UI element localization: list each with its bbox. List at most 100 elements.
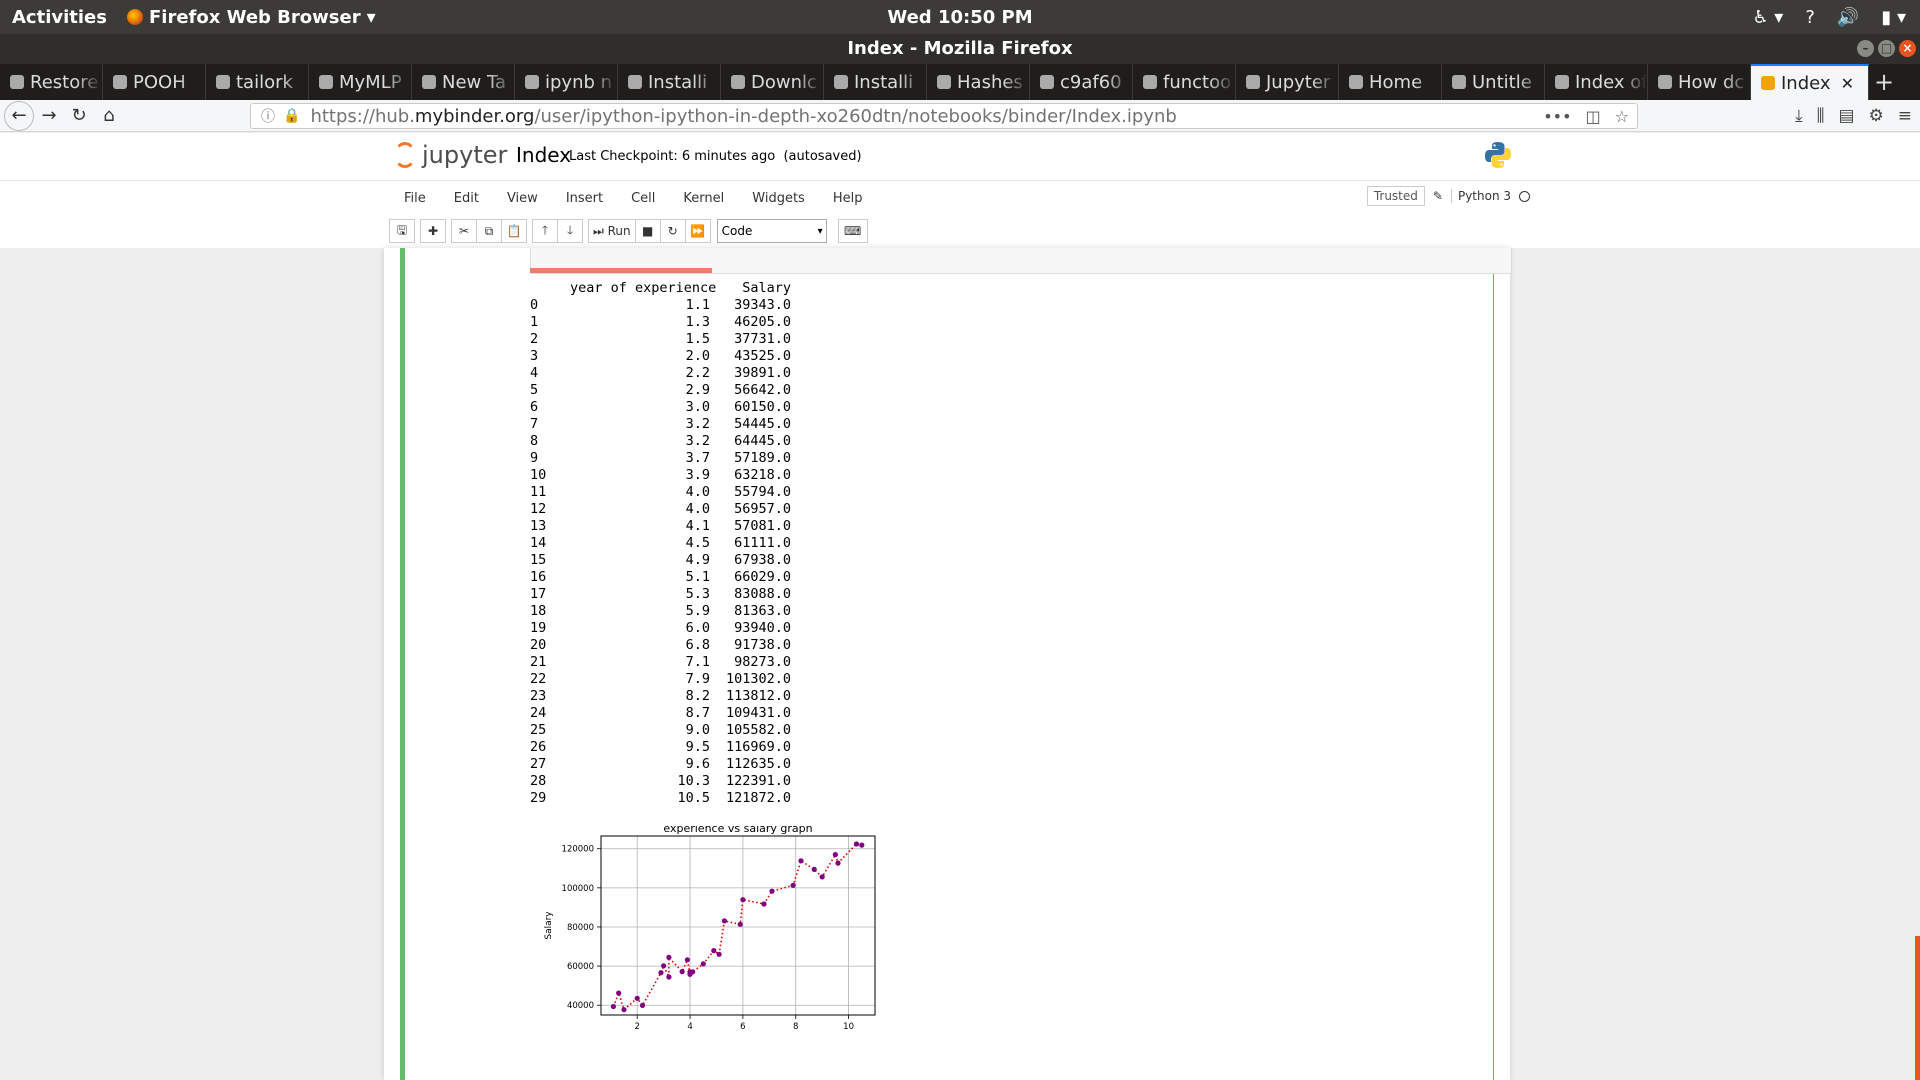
pocket-icon[interactable]: ◫ (1585, 106, 1601, 126)
row-index: 22 (530, 671, 547, 687)
sidebar-icon[interactable]: ▤ (1838, 106, 1855, 126)
jupyter-orbit-icon (394, 142, 416, 168)
activities-button[interactable]: Activities (12, 6, 107, 28)
move-up-button[interactable]: 🡑 (532, 219, 558, 243)
tab-favicon-icon (628, 75, 642, 89)
cell-salary: 66029.0 (734, 569, 791, 585)
menu-insert[interactable]: Insert (565, 190, 604, 206)
kernel-name[interactable]: Python 3 (1450, 189, 1511, 203)
restart-run-all-button[interactable]: ⏩ (684, 219, 711, 243)
browser-tab[interactable]: Home (1339, 64, 1442, 100)
tab-label: c9af60 (1060, 71, 1122, 93)
downloads-icon[interactable]: ⤓ (1795, 106, 1803, 126)
insert-cell-button[interactable]: ✚ (420, 219, 446, 243)
row-index: 13 (530, 518, 547, 534)
url-bar[interactable]: ⓘ 🔒 https://hub. mybinder.org/user/ipytho… (250, 103, 1638, 129)
extension-icon[interactable]: ⚙ (1868, 106, 1884, 126)
menu-widgets[interactable]: Widgets (752, 190, 805, 206)
paste-button[interactable]: 📋 (501, 219, 527, 243)
library-icon[interactable]: ⫼ (1816, 106, 1825, 126)
info-icon[interactable]: ⓘ (261, 109, 275, 125)
keyboard-shortcuts-button[interactable]: ⌨ (837, 219, 868, 243)
cell-experience: 8.7 (685, 705, 710, 721)
menu-help[interactable]: Help (832, 190, 863, 206)
close-tab-icon[interactable]: ✕ (1840, 73, 1854, 93)
tab-label: POOH (133, 71, 186, 93)
browser-tab[interactable]: ipynb n (515, 64, 618, 100)
browser-tab[interactable]: Index of / (1545, 64, 1648, 100)
browser-tab[interactable]: Jupyter (1236, 64, 1339, 100)
selected-cell[interactable]: year of experience Salary 0 1.1 39343.0 1 1.3 4… (400, 248, 1512, 1080)
jupyter-logo[interactable]: jupyter (394, 141, 507, 169)
hamburger-menu-icon[interactable]: ≡ (1897, 106, 1912, 126)
lock-icon[interactable]: 🔒 (283, 108, 301, 124)
plot-frame (600, 835, 876, 1016)
scrollbar-thumb[interactable] (1915, 936, 1920, 1080)
browser-tab[interactable]: Installi (824, 64, 927, 100)
notebook-container[interactable]: year of experience Salary 0 1.1 39343.0 1 1.3 4… (0, 248, 1920, 1080)
move-down-button[interactable]: 🡓 (557, 219, 583, 243)
browser-tab[interactable]: Restore (0, 64, 103, 100)
browser-tab[interactable]: How dc (1648, 64, 1751, 100)
interrupt-button[interactable]: ■ (634, 219, 661, 243)
help-icon[interactable]: ? (1805, 6, 1815, 28)
run-button[interactable]: ⏭ Run (588, 219, 636, 243)
cell-salary: 81363.0 (734, 603, 791, 619)
row-index: 1 (530, 314, 539, 330)
row-index: 19 (530, 620, 547, 636)
restart-button[interactable]: ↻ (659, 219, 686, 243)
menu-view[interactable]: View (506, 190, 538, 206)
data-point (679, 969, 685, 975)
notebook-name[interactable]: Index (516, 143, 572, 167)
copy-button[interactable]: ⧉ (476, 219, 502, 243)
browser-tab[interactable]: Hashes (927, 64, 1030, 100)
system-tray[interactable]: ♿ ▾ ? 🔊 ▮ ▾ (1752, 0, 1906, 34)
volume-icon[interactable]: 🔊 (1836, 6, 1860, 28)
jupyter-header: jupyter Index Last Checkpoint: 6 minutes… (0, 133, 1920, 180)
page-actions-icon[interactable]: ••• (1543, 106, 1572, 126)
home-button[interactable]: ⌂ (103, 105, 115, 126)
cell-type-select[interactable]: Code (716, 219, 827, 243)
browser-tab[interactable]: Untitle (1442, 64, 1545, 100)
menu-kernel[interactable]: Kernel (683, 190, 725, 206)
menu-cell[interactable]: Cell (631, 190, 656, 206)
close-window-button[interactable]: × (1899, 40, 1916, 57)
reload-button[interactable]: ↻ (71, 105, 87, 126)
dataframe-row: 13 4.1 57081.0 (530, 518, 791, 535)
browser-tab[interactable]: New Ta (412, 64, 515, 100)
browser-tab[interactable]: tailork (206, 64, 309, 100)
save-button[interactable]: 🖫 (389, 219, 415, 243)
jupyter-menubar: File Edit View Insert Cell Kernel Widgets Help … (0, 180, 1920, 214)
browser-tab[interactable]: Downlc (721, 64, 824, 100)
forward-button[interactable]: → (41, 105, 57, 126)
browser-tab[interactable]: c9af60 (1030, 64, 1133, 100)
row-index: 12 (530, 501, 547, 517)
tab-label: Restore (30, 71, 99, 93)
browser-tab[interactable]: functoo (1133, 64, 1236, 100)
menu-file[interactable]: File (404, 190, 426, 206)
browser-tab[interactable]: MyMLP (309, 64, 412, 100)
cell-experience: 4.0 (685, 501, 710, 517)
cell-experience: 3.7 (685, 450, 710, 466)
battery-icon[interactable]: ▮ ▾ (1881, 6, 1906, 28)
row-index: 10 (530, 467, 547, 483)
maximize-button[interactable]: □ (1878, 40, 1895, 57)
menu-edit[interactable]: Edit (453, 190, 479, 206)
app-menu[interactable]: Firefox Web Browser ▾ (126, 7, 376, 28)
tab-favicon-icon (422, 75, 436, 89)
trusted-badge[interactable]: Trusted (1366, 186, 1425, 206)
accessibility-icon[interactable]: ♿ ▾ (1752, 6, 1784, 28)
bookmark-star-icon[interactable]: ☆ (1614, 106, 1629, 126)
cell-salary: 55794.0 (734, 484, 791, 500)
browser-tab[interactable]: POOH (103, 64, 206, 100)
back-button[interactable]: ← (4, 100, 34, 131)
notebook-page: year of experience Salary 0 1.1 39343.0 1 1.3 4… (384, 248, 1512, 1080)
browser-tab[interactable]: Installi (618, 64, 721, 100)
new-tab-button[interactable]: + (1873, 68, 1895, 96)
minimize-button[interactable]: – (1857, 40, 1874, 57)
tab-favicon-icon (319, 75, 333, 89)
row-index: 20 (530, 637, 547, 653)
edit-pencil-icon[interactable]: ✎ (1432, 189, 1443, 203)
browser-tab-active[interactable]: Index ✕ (1751, 64, 1869, 100)
cut-button[interactable]: ✂ (451, 219, 477, 243)
